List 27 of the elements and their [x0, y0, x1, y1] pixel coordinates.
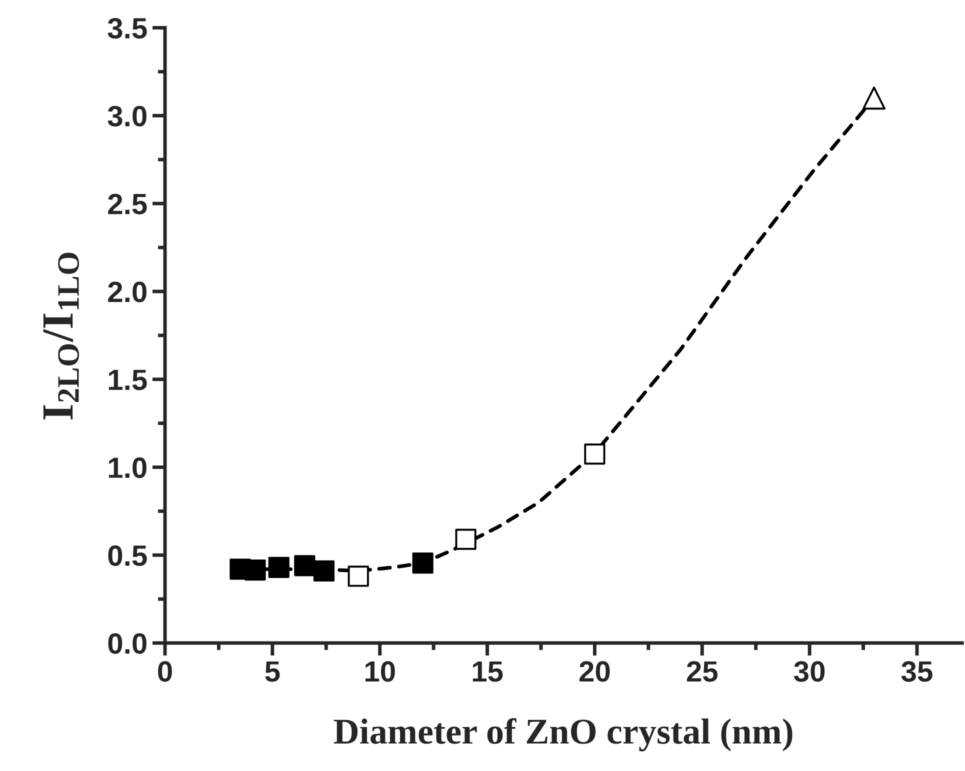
y-axis-title: I$_{2LO}$/I$_{1LO}$	[43, 252, 80, 420]
point	[348, 566, 369, 587]
x-axis-title: Diameter of ZnO crystal (nm)	[334, 718, 792, 752]
y-tick-label: 1.0	[108, 457, 146, 478]
y-tick-label: 3.5	[108, 18, 147, 39]
y-tick-label: 2.0	[108, 282, 146, 302]
x-tick-label: 20	[580, 661, 610, 682]
x-tick-label: 15	[472, 661, 503, 682]
point	[313, 560, 335, 582]
point	[412, 552, 434, 574]
y-tick-label: 0.5	[108, 545, 147, 566]
point	[455, 528, 476, 550]
point	[268, 556, 290, 578]
point	[584, 443, 606, 465]
y-tick-label: 3.0	[108, 106, 146, 127]
x-tick-label: 30	[794, 661, 825, 682]
point	[244, 560, 266, 581]
y-tick-label: 1.5	[108, 370, 147, 390]
point	[862, 86, 886, 110]
x-tick-label: 35	[901, 661, 932, 682]
x-tick-label: 25	[686, 661, 718, 682]
point	[294, 555, 316, 576]
x-tick-label: 0	[158, 661, 172, 682]
y-tick-label: 2.5	[108, 194, 147, 214]
y-tick-label: 0.0	[108, 633, 146, 654]
x-tick-label: 5	[265, 661, 280, 682]
x-tick-label: 10	[365, 661, 395, 682]
